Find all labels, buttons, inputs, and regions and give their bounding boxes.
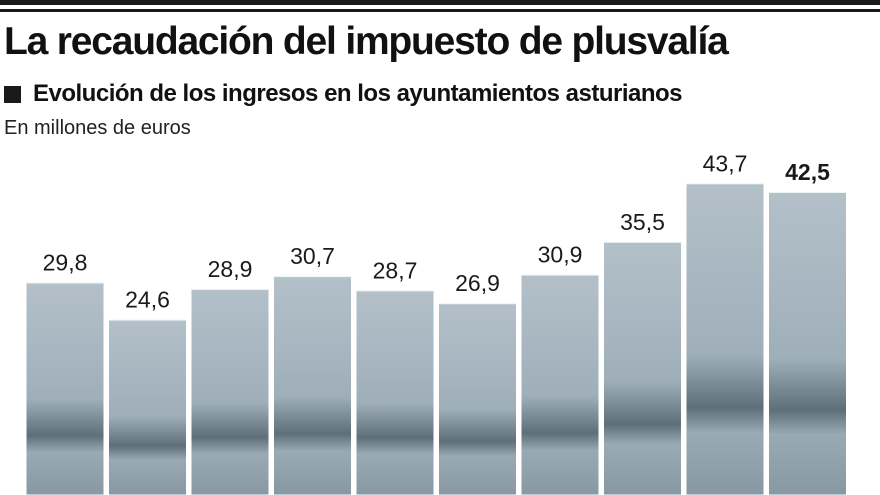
value-label-2: 28,9 xyxy=(208,256,253,282)
value-label-9: 42,5 xyxy=(785,159,830,185)
value-label-4: 28,7 xyxy=(373,257,418,283)
bar-0 xyxy=(25,282,105,495)
value-label-1: 24,6 xyxy=(125,287,170,313)
value-label-8: 43,7 xyxy=(703,150,748,176)
value-label-0: 29,8 xyxy=(43,250,88,276)
top-rule xyxy=(0,0,880,5)
bar-9 xyxy=(768,191,847,495)
bars-group xyxy=(25,182,847,495)
value-label-6: 30,9 xyxy=(538,242,583,268)
bar-7 xyxy=(603,241,682,495)
bullet-square-icon xyxy=(4,85,21,103)
unit-note: En millones de euros xyxy=(4,117,191,139)
subtitle-row: Evolución de los ingresos en los ayuntam… xyxy=(4,80,683,108)
value-labels-group: 29,8 24,6 28,9 30,7 28,7 26,9 30,9 35,5 43,7 42,5 xyxy=(43,150,830,312)
bar-5 xyxy=(438,302,517,495)
top-rule-thin xyxy=(0,9,880,12)
value-label-3: 30,7 xyxy=(290,243,335,269)
bar-2 xyxy=(190,288,270,495)
chart-subtitle: Evolución de los ingresos en los ayuntam… xyxy=(33,80,683,107)
chart-title: La recaudación del impuesto de plusvalía xyxy=(4,20,729,63)
bar-8 xyxy=(685,182,765,495)
bar-4 xyxy=(355,289,435,495)
bar-3 xyxy=(273,275,352,495)
bar-6 xyxy=(520,274,600,495)
bar-1 xyxy=(108,319,187,495)
value-label-5: 26,9 xyxy=(455,270,500,296)
value-label-7: 35,5 xyxy=(620,209,665,235)
